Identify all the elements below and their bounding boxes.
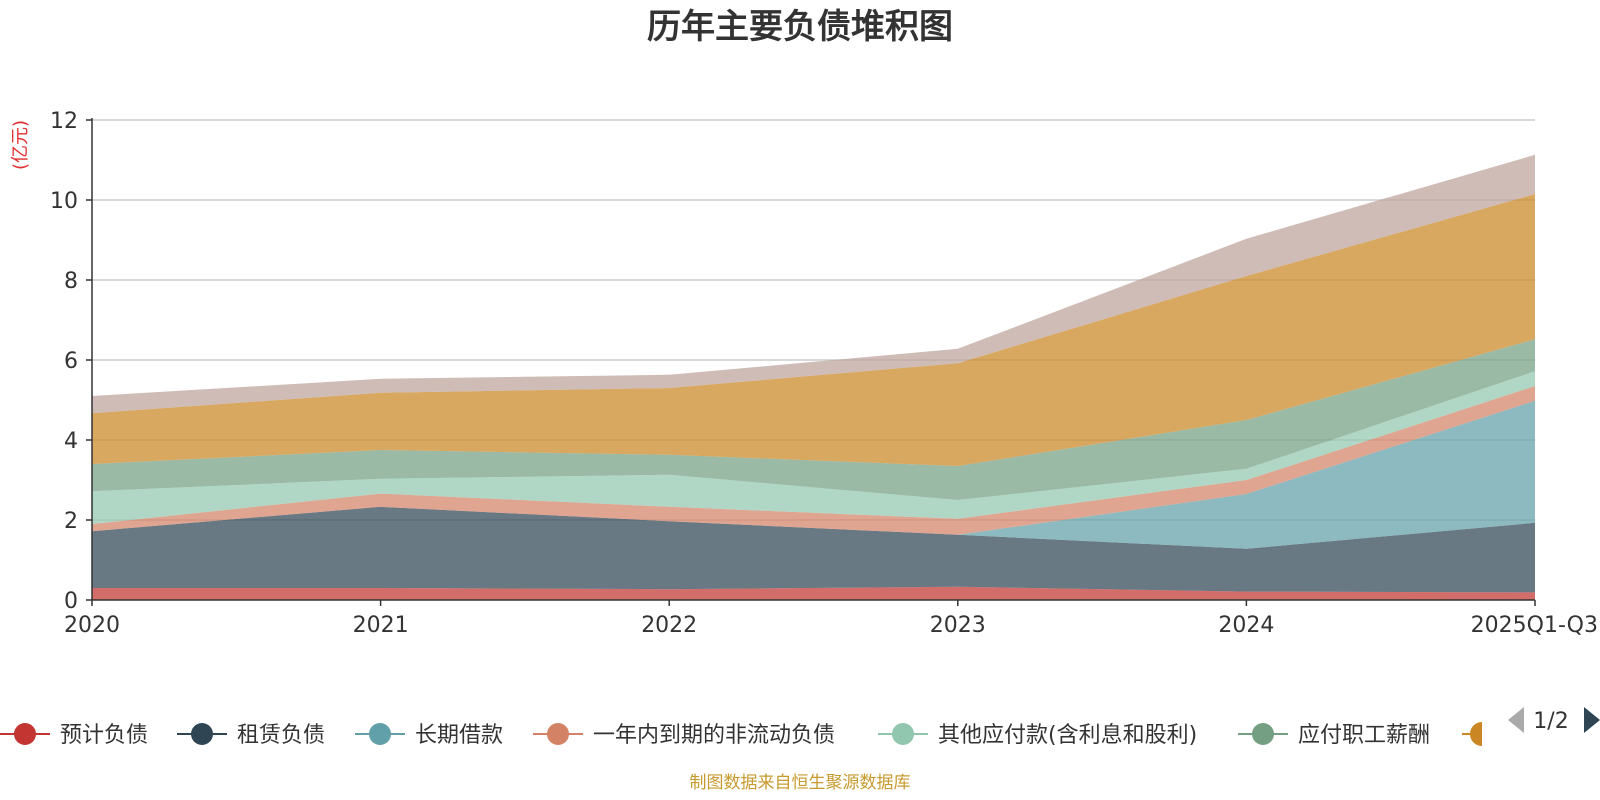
y-tick-labels: 0 2 4 6 8 10 12 — [50, 109, 78, 614]
legend-label: 长期借款 — [415, 723, 503, 748]
y-tick-label: 12 — [50, 109, 78, 134]
chart-title: 历年主要负债堆积图 — [647, 7, 953, 47]
legend-label: 一年内到期的非流动负债 — [593, 723, 835, 748]
legend-pager[interactable]: 1/2 — [1508, 707, 1600, 734]
legend-marker-icon — [1470, 722, 1482, 746]
y-axis-label: (亿元) — [10, 120, 31, 170]
legend-marker-icon — [547, 723, 569, 745]
legend-item-2[interactable]: 长期借款 — [355, 723, 503, 748]
legend-item-4[interactable]: 其他应付款(含利息和股利) — [878, 723, 1197, 748]
legend-marker-icon — [369, 723, 391, 745]
legend-label: 应付职工薪酬 — [1298, 723, 1430, 748]
y-tick-label: 2 — [64, 509, 78, 534]
y-tick-label: 6 — [64, 349, 78, 374]
axes — [86, 118, 1536, 606]
area-series-5 — [92, 339, 1535, 500]
area-series-3 — [92, 386, 1535, 535]
legend-item-3[interactable]: 一年内到期的非流动负债 — [533, 723, 835, 748]
y-tick-label: 8 — [64, 269, 78, 294]
x-tick-label: 2023 — [930, 613, 986, 638]
legend-prev-page-icon[interactable] — [1508, 707, 1524, 733]
x-tick-label: 2022 — [641, 613, 697, 638]
x-tick-label: 2025Q1-Q3 — [1471, 613, 1598, 638]
y-tick-label: 0 — [64, 589, 78, 614]
legend-next-page-icon[interactable] — [1584, 707, 1600, 733]
area-series-0 — [92, 586, 1535, 600]
x-tick-label: 2024 — [1218, 613, 1274, 638]
x-tick-label: 2021 — [353, 613, 409, 638]
area-series-4 — [92, 371, 1535, 524]
legend-item-5[interactable]: 应付职工薪酬 — [1238, 723, 1430, 748]
data-source-note: 制图数据来自恒生聚源数据库 — [690, 773, 911, 793]
x-tick-label: 2020 — [64, 613, 120, 638]
legend-marker-icon — [892, 723, 914, 745]
legend-marker-icon — [191, 723, 213, 745]
legend-marker-icon — [1252, 723, 1274, 745]
legend-page-indicator: 1/2 — [1533, 709, 1568, 734]
area-series-6 — [92, 194, 1535, 466]
area-series-group — [92, 154, 1535, 600]
x-tick-labels: 2020 2021 2022 2023 2024 2025Q1-Q3 — [64, 613, 1598, 638]
legend-label: 其他应付款(含利息和股利) — [938, 723, 1197, 748]
y-tick-label: 4 — [64, 429, 78, 454]
area-series-1 — [92, 506, 1535, 593]
legend[interactable]: 预计负债 租赁负债 长期借款 一年内到期的非流动负债 其他应付款(含利息和股利) 应付职工… — [0, 722, 1482, 748]
legend-item-1[interactable]: 租赁负债 — [177, 723, 325, 748]
area-series-2 — [92, 400, 1535, 549]
legend-item-0[interactable]: 预计负债 — [0, 723, 148, 748]
y-tick-label: 10 — [50, 189, 78, 214]
legend-label: 预计负债 — [60, 723, 148, 748]
legend-item-partial[interactable] — [1462, 722, 1482, 746]
legend-marker-icon — [14, 723, 36, 745]
legend-label: 租赁负债 — [237, 723, 325, 748]
